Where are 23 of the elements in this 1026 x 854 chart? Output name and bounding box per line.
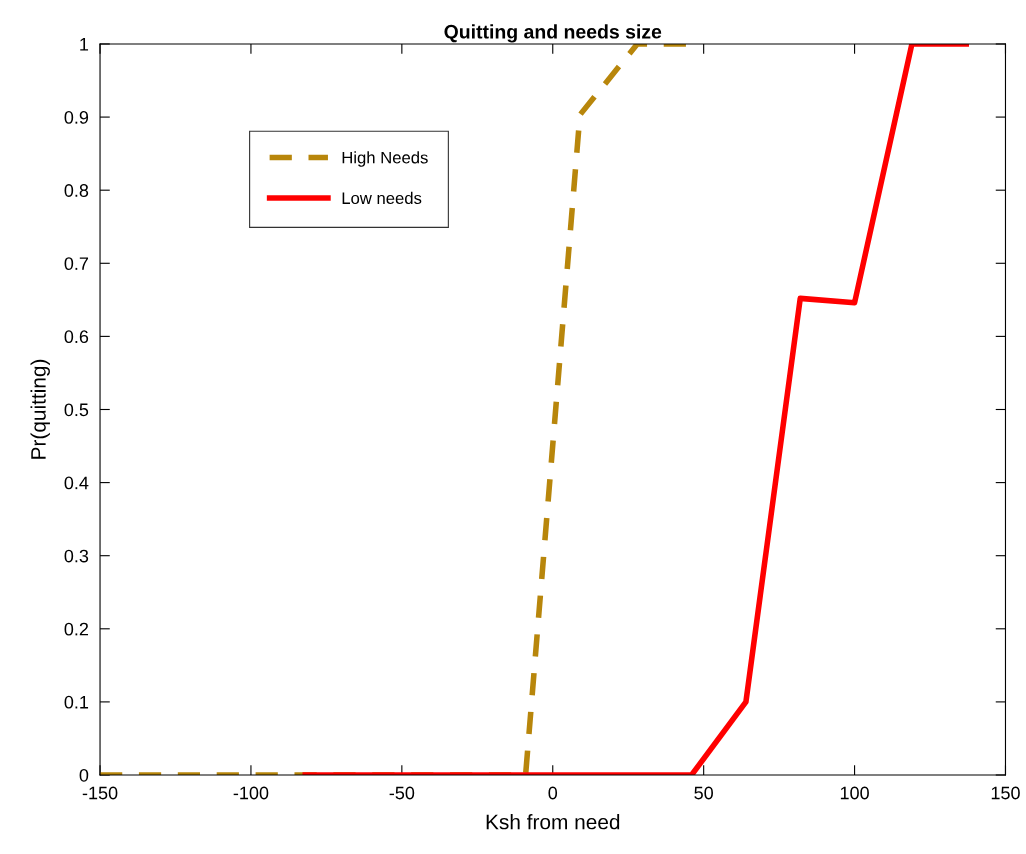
y-tick-label: 0.3 bbox=[64, 549, 89, 563]
y-tick-label: 0 bbox=[79, 768, 89, 782]
x-tick-label: -150 bbox=[82, 786, 118, 800]
x-tick-label: -50 bbox=[389, 786, 415, 800]
y-tick-label: 0.2 bbox=[64, 622, 89, 636]
x-axis-title: Ksh from need bbox=[486, 814, 620, 830]
x-tick-label: 100 bbox=[840, 786, 869, 800]
legend-label: Low needs bbox=[342, 191, 422, 205]
y-tick-label: 0.8 bbox=[64, 184, 89, 197]
y-tick-label: 0.5 bbox=[64, 403, 89, 417]
legend-label: High Needs bbox=[342, 151, 428, 167]
y-tick-label: 0.4 bbox=[64, 476, 89, 490]
x-tick-label: 150 bbox=[991, 786, 1020, 800]
y-tick-label: 0.6 bbox=[64, 330, 89, 344]
y-axis-title: Pr(quitting) bbox=[30, 359, 50, 459]
y-tick-label: 0.7 bbox=[64, 257, 89, 271]
x-tick-label: 0 bbox=[548, 786, 558, 800]
y-tick-label: 0.1 bbox=[64, 695, 89, 709]
x-tick-label: 50 bbox=[694, 786, 713, 800]
y-tick-label: 1 bbox=[80, 38, 89, 51]
chart-title: Quitting and needs size bbox=[444, 24, 662, 43]
x-tick-label: -100 bbox=[233, 786, 269, 800]
y-tick-label: 0.9 bbox=[64, 111, 89, 124]
